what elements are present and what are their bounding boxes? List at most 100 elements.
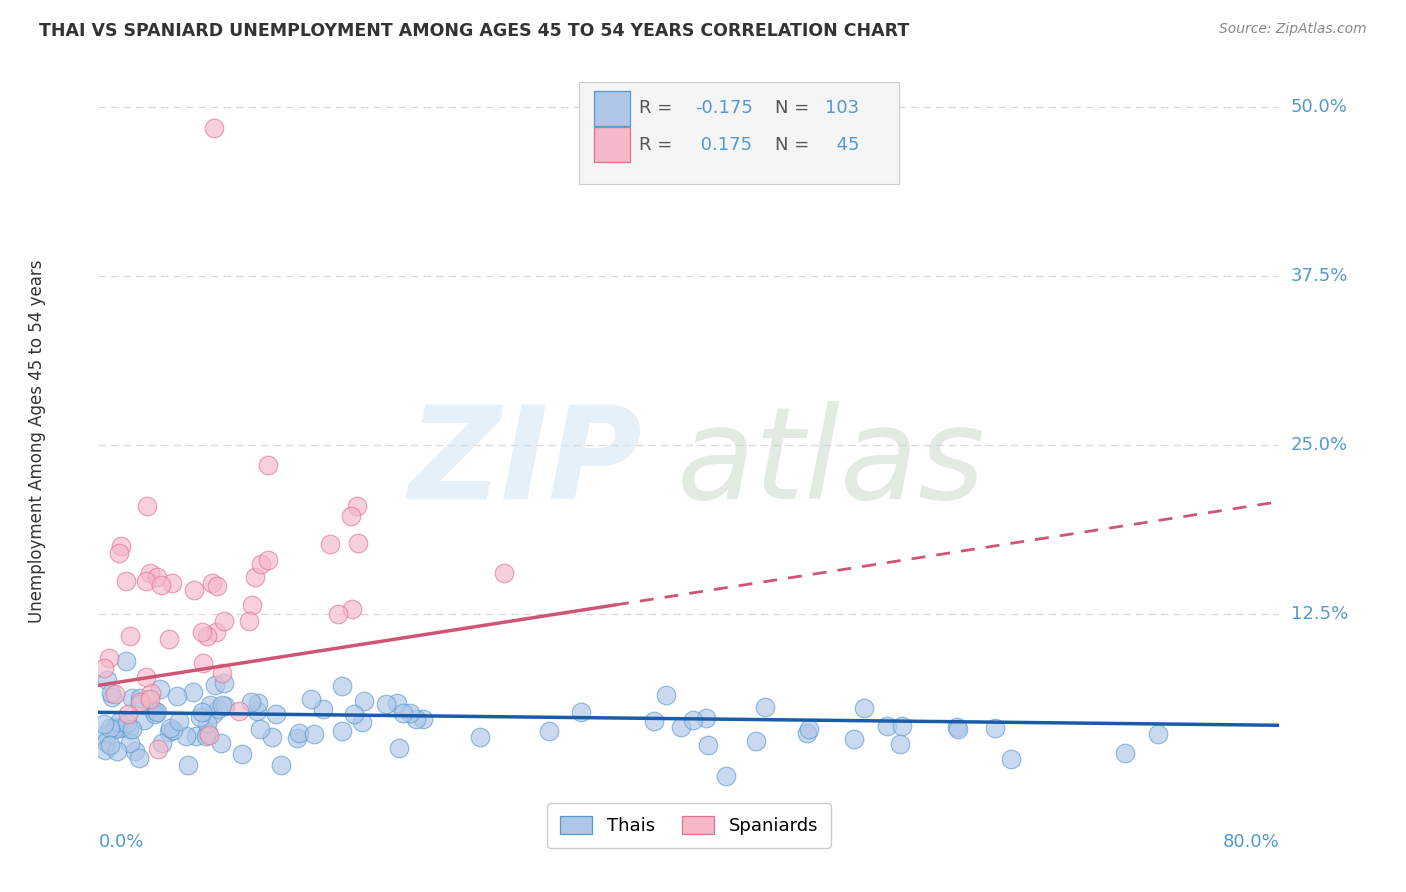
Point [121,690,143,705]
Point [135,574,157,589]
Point [198,728,221,742]
Point [228,704,250,718]
Point [671,720,693,734]
Point [100,686,122,700]
Point [287,726,309,740]
Point [211,698,233,712]
Text: 103: 103 [825,100,859,118]
Point [405,712,427,726]
Point [117,706,139,721]
Point [204,678,226,692]
Point [249,722,271,736]
Point [238,614,260,628]
Point [96,727,118,741]
Point [353,694,375,708]
Point [93,661,115,675]
Point [191,657,214,671]
Point [159,632,181,647]
Point [110,539,132,553]
Point [242,599,264,613]
Point [183,582,205,597]
Text: 0.0%: 0.0% [98,832,143,850]
Point [266,706,288,721]
Point [246,704,269,718]
Point [135,670,157,684]
Point [118,722,141,736]
Point [399,706,422,720]
Point [643,714,665,728]
Point [494,566,516,581]
Point [1000,752,1022,766]
Point [346,499,368,513]
Point [945,720,967,734]
Point [104,687,127,701]
Point [209,736,232,750]
Point [388,741,411,756]
Point [375,697,398,711]
Point [257,552,280,566]
Point [844,731,866,746]
Text: atlas: atlas [678,401,986,525]
Point [118,735,141,749]
Point [98,738,121,752]
Point [143,704,166,718]
Point [538,724,561,739]
Point [391,706,413,721]
Text: 0.175: 0.175 [695,136,752,153]
Point [114,574,136,588]
Text: THAI VS SPANIARD UNEMPLOYMENT AMONG AGES 45 TO 54 YEARS CORRELATION CHART: THAI VS SPANIARD UNEMPLOYMENT AMONG AGES… [39,22,910,40]
Point [159,725,181,739]
Point [186,729,208,743]
Point [162,723,184,738]
Point [93,717,115,731]
Point [891,719,914,733]
Point [128,751,150,765]
Point [143,706,166,721]
Point [118,628,141,642]
Point [231,747,253,762]
Point [285,731,308,745]
Text: 12.5%: 12.5% [1291,605,1348,623]
Text: Source: ZipAtlas.com: Source: ZipAtlas.com [1219,22,1367,37]
Point [302,727,325,741]
Point [207,702,229,716]
Point [876,719,898,733]
Text: N =: N = [775,136,815,153]
Point [188,710,211,724]
Text: 37.5%: 37.5% [1291,267,1348,285]
Point [128,695,150,709]
FancyBboxPatch shape [595,128,630,162]
Point [695,711,717,725]
Text: R =: R = [640,136,678,153]
Point [202,120,225,135]
Point [330,679,353,693]
Point [135,499,157,513]
Point [115,654,138,668]
Point [108,546,131,560]
Point [108,715,131,730]
Point [139,686,162,700]
Point [1146,727,1168,741]
Point [257,458,280,472]
Point [654,688,676,702]
Point [94,735,117,749]
Point [132,713,155,727]
Text: 25.0%: 25.0% [1291,436,1348,454]
Point [319,536,342,550]
Point [98,651,121,665]
Text: 80.0%: 80.0% [1223,832,1279,850]
Point [326,607,349,621]
Point [797,722,820,736]
Point [270,758,292,772]
Point [139,566,162,581]
Point [150,737,173,751]
Point [330,724,353,739]
Point [149,682,172,697]
Point [343,706,366,721]
Point [340,509,363,524]
Point [108,721,131,735]
Point [141,701,163,715]
Point [181,685,204,699]
Point [754,700,776,714]
Point [1114,746,1136,760]
